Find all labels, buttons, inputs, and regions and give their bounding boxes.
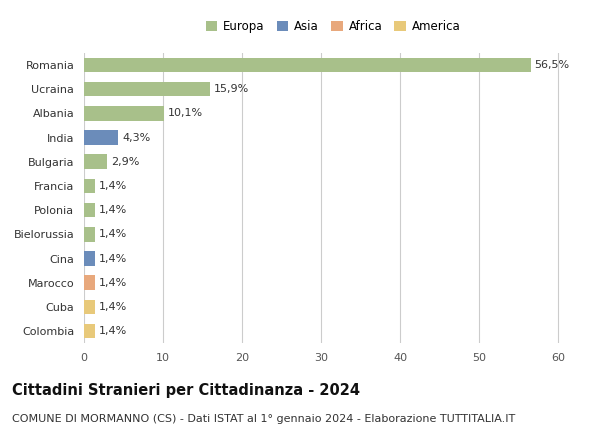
Text: 1,4%: 1,4% — [99, 278, 127, 288]
Bar — [84, 275, 95, 290]
Text: 4,3%: 4,3% — [122, 132, 150, 143]
Text: 2,9%: 2,9% — [111, 157, 139, 167]
Bar — [84, 154, 107, 169]
Bar — [84, 203, 95, 217]
Text: 1,4%: 1,4% — [99, 326, 127, 336]
Text: 1,4%: 1,4% — [99, 229, 127, 239]
Text: 56,5%: 56,5% — [535, 60, 569, 70]
Text: Cittadini Stranieri per Cittadinanza - 2024: Cittadini Stranieri per Cittadinanza - 2… — [12, 383, 360, 398]
Text: 15,9%: 15,9% — [214, 84, 249, 94]
Text: COMUNE DI MORMANNO (CS) - Dati ISTAT al 1° gennaio 2024 - Elaborazione TUTTITALI: COMUNE DI MORMANNO (CS) - Dati ISTAT al … — [12, 414, 515, 424]
Text: 1,4%: 1,4% — [99, 302, 127, 312]
Bar — [84, 300, 95, 314]
Text: 1,4%: 1,4% — [99, 181, 127, 191]
Bar — [84, 58, 530, 72]
Bar — [84, 324, 95, 338]
Bar — [84, 179, 95, 193]
Bar — [84, 106, 164, 121]
Bar — [84, 130, 118, 145]
Bar — [84, 82, 209, 96]
Text: 1,4%: 1,4% — [99, 253, 127, 264]
Bar — [84, 227, 95, 242]
Text: 1,4%: 1,4% — [99, 205, 127, 215]
Text: 10,1%: 10,1% — [168, 108, 203, 118]
Legend: Europa, Asia, Africa, America: Europa, Asia, Africa, America — [201, 15, 465, 37]
Bar — [84, 251, 95, 266]
